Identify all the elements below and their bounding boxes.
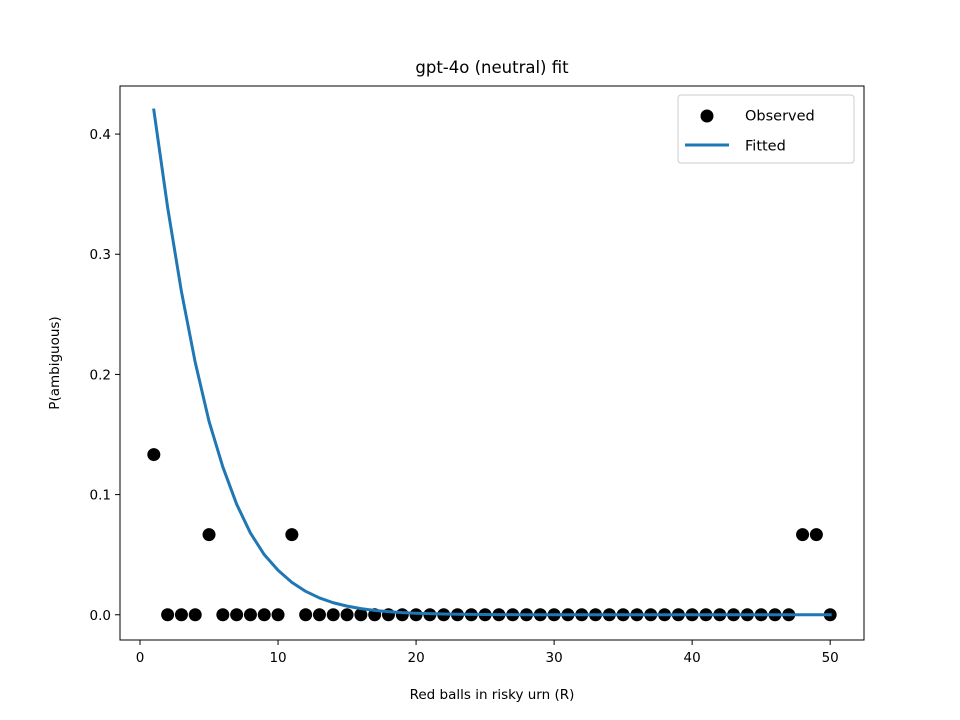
x-tick-label: 20	[407, 650, 424, 666]
data-layer	[147, 108, 837, 622]
observed-point	[188, 608, 202, 622]
legend-label-fitted: Fitted	[745, 139, 786, 155]
x-tick-label: 30	[546, 650, 563, 666]
plot-area	[120, 86, 864, 640]
observed-point	[216, 608, 230, 622]
observed-point	[271, 608, 285, 622]
observed-point	[409, 608, 423, 622]
observed-point	[230, 608, 244, 622]
y-tick-label: 0.0	[90, 608, 111, 624]
y-tick-label: 0.4	[90, 127, 111, 143]
observed-point	[161, 608, 175, 622]
y-axis-label: P(ambiguous)	[47, 316, 63, 409]
x-tick-label: 10	[269, 650, 286, 666]
fitted-line	[152, 108, 832, 617]
legend-marker-observed	[700, 109, 714, 123]
observed-point	[202, 528, 216, 542]
x-tick-label: 40	[684, 650, 701, 666]
observed-point	[809, 528, 823, 542]
observed-point	[395, 608, 409, 622]
observed-point	[354, 608, 368, 622]
observed-point	[299, 608, 313, 622]
x-axis-label: Red balls in risky urn (R)	[410, 687, 575, 703]
axes-frame	[119, 85, 865, 641]
observed-point	[257, 608, 271, 622]
observed-point	[243, 608, 257, 622]
observed-point	[147, 448, 161, 462]
x-tick-label: 50	[822, 650, 839, 666]
y-tick-label: 0.2	[90, 367, 111, 383]
chart-title: gpt-4o (neutral) fit	[415, 58, 569, 77]
observed-point	[174, 608, 188, 622]
axis-ticks: 0 10 20 30 40 50 0.0 0.1 0.2 0.3 0.4	[90, 127, 839, 666]
observed-point	[796, 528, 810, 542]
x-tick-label: 0	[136, 650, 145, 666]
observed-point	[326, 608, 340, 622]
observed-point	[340, 608, 354, 622]
y-tick-label: 0.1	[90, 488, 111, 504]
legend: Observed Fitted	[677, 94, 855, 164]
y-tick-label: 0.3	[90, 247, 111, 263]
observed-point	[285, 528, 299, 542]
observed-point	[312, 608, 326, 622]
legend-label-observed: Observed	[745, 109, 815, 125]
